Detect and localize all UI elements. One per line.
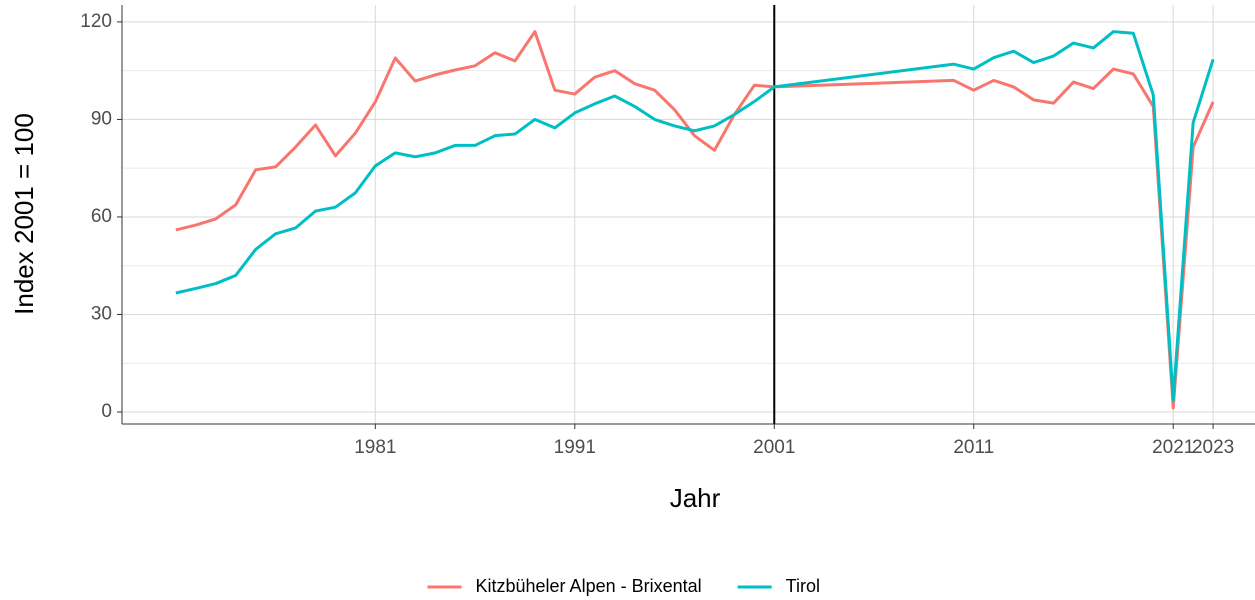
y-tick-label: 90 <box>91 108 112 129</box>
x-tick-label: 1991 <box>554 437 596 458</box>
y-tick-label: 30 <box>91 303 112 324</box>
y-axis-label: Index 2001 = 100 <box>9 113 39 315</box>
x-tick-label: 1981 <box>354 437 396 458</box>
x-tick-label: 2021 <box>1152 437 1194 458</box>
legend-label: Tirol <box>786 576 820 596</box>
legend-label: Kitzbüheler Alpen - Brixental <box>476 576 702 596</box>
x-axis-label: Jahr <box>670 483 721 513</box>
series-line <box>175 30 1215 402</box>
x-tick-label: 2023 <box>1192 437 1234 458</box>
y-tick-label: 60 <box>91 206 112 227</box>
y-tick-label: 120 <box>80 11 112 32</box>
x-tick-label: 2011 <box>953 437 994 458</box>
x-tick-label: 2001 <box>753 437 795 458</box>
series-line <box>175 30 1215 410</box>
y-tick-label: 0 <box>101 401 112 422</box>
